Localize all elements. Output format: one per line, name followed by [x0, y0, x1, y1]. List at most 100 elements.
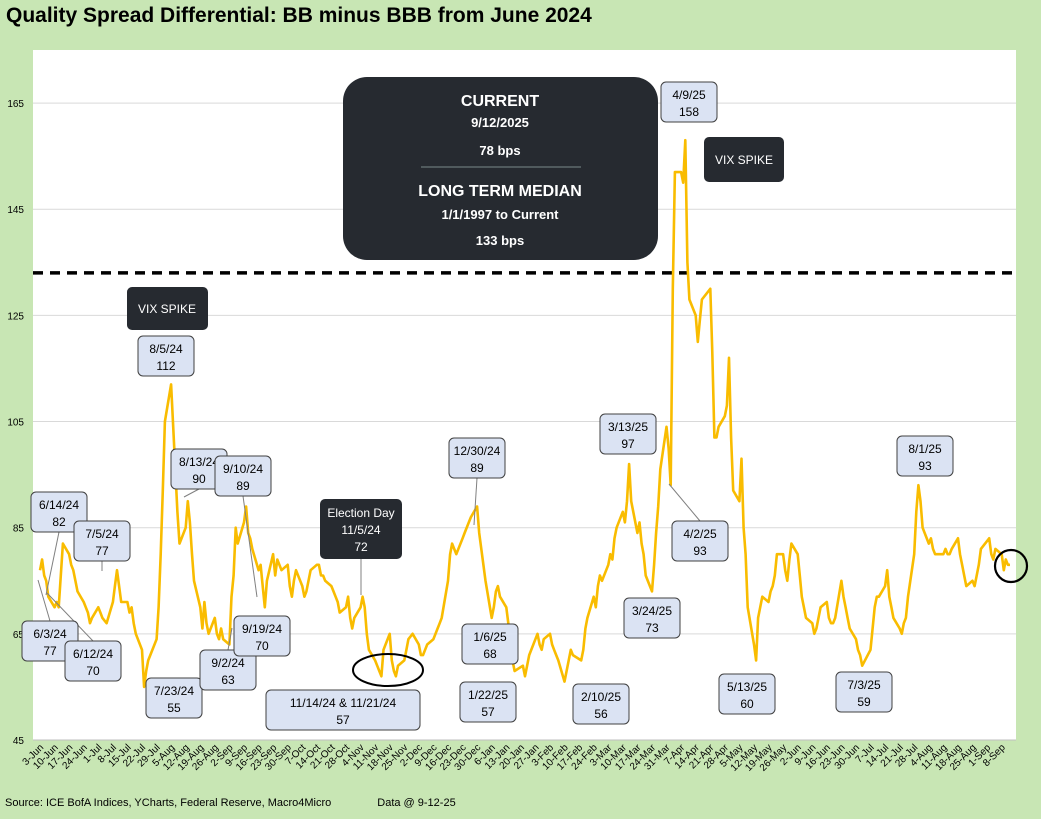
- svg-text:VIX SPIKE: VIX SPIKE: [715, 153, 773, 167]
- annotation-label: 7/5/24 77: [73, 520, 131, 562]
- series-line-bb-minus-bbb: [38, 138, 1010, 689]
- annotation-value: 97: [621, 437, 635, 451]
- annotation-date: 9/2/24: [211, 656, 245, 670]
- annotation-date: 3/13/25: [608, 420, 648, 434]
- annotation-value: 77: [95, 544, 109, 558]
- source-text: Source: ICE BofA Indices, YCharts, Feder…: [5, 797, 332, 809]
- y-tick-label: 125: [7, 311, 24, 322]
- annotation-text: 11/5/24: [341, 523, 380, 537]
- annotations: 6/3/24 77 6/12/24 70 6/14/24 82 7/5/24 77 7/23/2…: [21, 81, 954, 731]
- annotation-date: 4/2/25: [683, 527, 717, 541]
- info-median-value: 133 bps: [476, 233, 524, 248]
- annotation-label: 6/12/24 70: [64, 640, 122, 682]
- annotation-label: 2/10/25 56: [572, 683, 630, 725]
- source-note: Source: ICE BofA Indices, YCharts, Feder…: [5, 797, 456, 809]
- svg-text:VIX SPIKE: VIX SPIKE: [138, 302, 196, 316]
- annotation-label: 5/13/25 60: [718, 673, 776, 715]
- annotation-value: 89: [236, 479, 250, 493]
- annotation-date: 1/6/25: [473, 630, 507, 644]
- annotation-leader: [668, 483, 701, 522]
- vix-spike-callout-1: VIX SPIKE: [127, 287, 208, 330]
- annotation-label: 8/5/24 112: [137, 335, 195, 377]
- annotation-value: 112: [156, 359, 175, 373]
- annotation-label: 7/23/24 55: [145, 677, 203, 719]
- annotation-value: 70: [86, 664, 100, 678]
- annotation-date: 7/5/24: [85, 527, 119, 541]
- annotation-date: 1/22/25: [468, 688, 508, 702]
- y-tick-label: 105: [7, 418, 24, 429]
- annotation-label: 6/14/24 82: [30, 491, 88, 533]
- annotation-value: 57: [336, 713, 350, 727]
- annotation-leader: [242, 495, 258, 598]
- annotation-leader: [473, 477, 478, 526]
- annotation-date: 12/30/24: [454, 444, 501, 458]
- annotation-value: 63: [221, 673, 235, 687]
- annotation-leader: [183, 488, 200, 498]
- info-median-label: LONG TERM MEDIAN: [418, 183, 582, 200]
- info-current-value: 78 bps: [479, 143, 520, 158]
- annotation-value: 68: [483, 647, 497, 661]
- info-median-range: 1/1/1997 to Current: [441, 207, 559, 222]
- annotation-label: 3/13/25 97: [599, 413, 657, 455]
- annotation-value: 56: [594, 707, 608, 721]
- annotation-date: 6/12/24: [73, 647, 113, 661]
- annotation-label: 12/30/24 89: [448, 437, 506, 479]
- annotation-label: 3/24/25 73: [623, 597, 681, 639]
- annotation-date: 6/3/24: [33, 627, 67, 641]
- y-tick-label: 165: [7, 99, 24, 110]
- annotation-election-day: Election Day 11/5/24 72: [320, 499, 402, 559]
- annotation-value: 55: [167, 701, 181, 715]
- y-tick-label: 65: [13, 630, 25, 641]
- y-tick-label: 45: [13, 736, 25, 747]
- annotation-value: 93: [693, 544, 707, 558]
- info-box: CURRENT 9/12/2025 78 bps LONG TERM MEDIA…: [343, 77, 658, 260]
- annotation-value: 60: [740, 697, 754, 711]
- annotation-label: 1/22/25 57: [459, 681, 517, 723]
- annotation-date: 8/13/24: [179, 455, 219, 469]
- annotation-value: 82: [52, 515, 66, 529]
- annotation-date: 8/1/25: [908, 442, 942, 456]
- annotation-text: Election Day: [327, 506, 394, 520]
- annotation-date: 9/10/24: [223, 462, 263, 476]
- annotation-label: 4/9/25 158: [660, 81, 718, 123]
- annotation-label: 9/19/24 70: [233, 615, 291, 657]
- info-current-label: CURRENT: [461, 93, 539, 110]
- annotation-value: 57: [481, 705, 495, 719]
- annotation-date: 11/14/24 & 11/21/24: [290, 696, 397, 710]
- annotation-label: 9/10/24 89: [214, 455, 272, 497]
- annotation-date: 6/14/24: [39, 498, 79, 512]
- annotation-leader: [37, 579, 51, 622]
- annotation-label: 11/14/24 & 11/21/24 57: [265, 689, 421, 731]
- annotation-date: 2/10/25: [581, 690, 621, 704]
- annotation-date: 8/5/24: [149, 342, 183, 356]
- annotation-leader: [46, 592, 94, 642]
- annotation-label: 8/13/24 90: [170, 448, 228, 490]
- annotation-label: 4/2/25 93: [671, 520, 729, 562]
- y-tick-label: 85: [13, 524, 25, 535]
- annotation-date: 3/24/25: [632, 604, 672, 618]
- annotation-value: 158: [679, 105, 699, 119]
- annotation-leader: [227, 627, 233, 651]
- current-value-circle: [993, 548, 1029, 584]
- annotation-date: 5/13/25: [727, 680, 767, 694]
- y-tick-label: 145: [7, 205, 24, 216]
- annotation-label: 8/1/25 93: [896, 435, 954, 477]
- annotation-label: 7/3/25 59: [835, 671, 893, 713]
- vix-spike-callout-2: VIX SPIKE: [704, 137, 784, 182]
- y-axis: 45 65 85 105 125 145 165: [7, 99, 24, 747]
- annotation-date: 7/23/24: [154, 684, 194, 698]
- annotation-date: 7/3/25: [847, 678, 881, 692]
- annotation-value: 89: [470, 461, 484, 475]
- annotation-value: 59: [857, 695, 871, 709]
- annotation-label: 9/2/24 63: [199, 649, 257, 691]
- annotation-value: 77: [43, 644, 57, 658]
- annotation-label: 1/6/25 68: [461, 623, 519, 665]
- annotation-value: 90: [192, 472, 206, 486]
- annotation-text: 72: [354, 540, 368, 554]
- election-low-ellipse: [352, 653, 424, 687]
- annotation-leaders: [37, 477, 701, 651]
- annotation-date: 9/19/24: [242, 622, 282, 636]
- x-axis: 3-Jun10-Jun17-Jun24-Jun1-Jul8-Jul15-Jul2…: [21, 742, 1008, 774]
